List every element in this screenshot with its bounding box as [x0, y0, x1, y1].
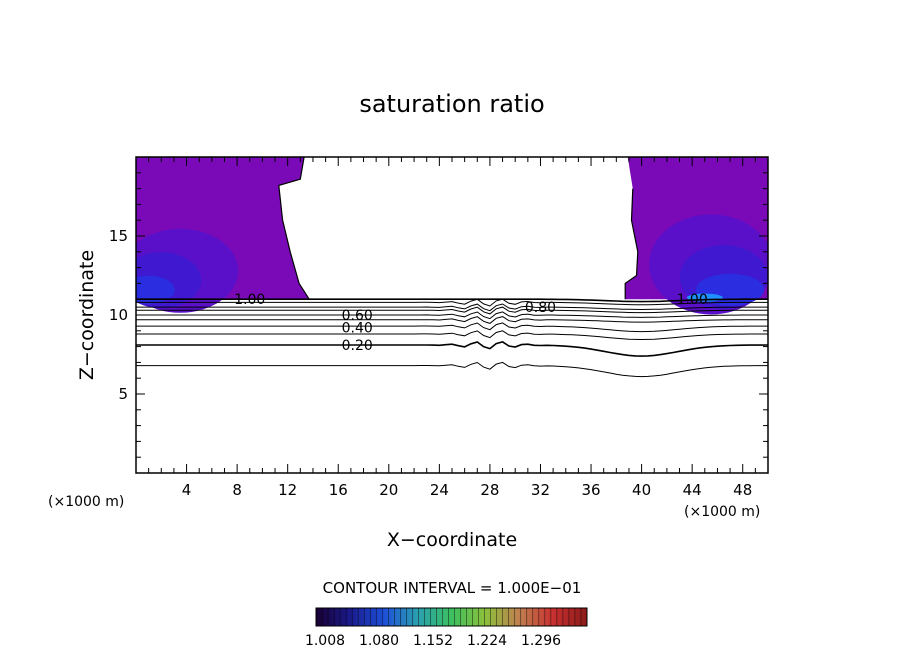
x-tick-label: 24: [430, 481, 449, 499]
region-edge: [278, 157, 310, 300]
x-tick-label: 16: [329, 481, 348, 499]
colorbar-label: 1.296: [521, 633, 561, 649]
contour-line: [136, 298, 768, 303]
x-tick-label: 4: [182, 481, 192, 499]
contour-labels: 1.00 0.600.400.20 0.80 1.00: [234, 292, 708, 354]
contour-line: [136, 361, 768, 378]
x-unit-right: (×1000 m): [684, 504, 760, 520]
contour-label: 0.60: [342, 308, 373, 324]
contour-interval-label: CONTOUR INTERVAL = 1.000E−01: [323, 579, 582, 597]
contour-label: 1.00: [234, 292, 265, 308]
contour-line: [136, 298, 768, 307]
contour-line: [136, 311, 768, 320]
chart-title: saturation ratio: [359, 90, 544, 118]
contour-label: 0.20: [342, 338, 373, 354]
x-tick-label: 28: [480, 481, 499, 499]
x-tick-label: 12: [278, 481, 297, 499]
y-axis-label: Z−coordinate: [76, 250, 98, 380]
contour-line: [136, 316, 768, 324]
x-unit-left: (×1000 m): [48, 494, 124, 510]
colorbar-label: 1.152: [413, 633, 453, 649]
x-tick-label: 20: [379, 481, 398, 499]
y-tick-label: 5: [118, 385, 128, 403]
colorbar-label: 1.008: [305, 633, 345, 649]
x-tick-label: 40: [632, 481, 651, 499]
y-tick-label: 10: [109, 306, 128, 324]
colorbar: [315, 607, 588, 627]
contour-line: [136, 306, 768, 315]
contour-lines: [136, 298, 768, 378]
contour-line: [136, 322, 768, 333]
contour-line: [136, 330, 768, 341]
contour-label: 0.40: [342, 321, 373, 337]
colorbar-labels: 1.008 1.080 1.152 1.224 1.296: [305, 633, 561, 649]
region-edge: [624, 188, 639, 300]
y-tick-label: 15: [109, 227, 128, 245]
contour-label: 1.00: [677, 292, 708, 308]
contour-line: [136, 341, 768, 357]
x-axis-label: X−coordinate: [387, 529, 517, 551]
colorbar-label: 1.080: [359, 633, 399, 649]
x-tick-label: 44: [683, 481, 702, 499]
fill-blob: [136, 275, 175, 304]
colorbar-label: 1.224: [467, 633, 507, 649]
x-tick-label: 8: [232, 481, 242, 499]
contour-fill: [136, 157, 768, 315]
x-tick-label: 32: [531, 481, 550, 499]
contour-label: 0.80: [525, 300, 556, 316]
colorbar-ticks: [321, 608, 582, 626]
x-tick-label: 48: [733, 481, 752, 499]
contour-line: [136, 303, 768, 312]
x-tick-label: 36: [581, 481, 600, 499]
